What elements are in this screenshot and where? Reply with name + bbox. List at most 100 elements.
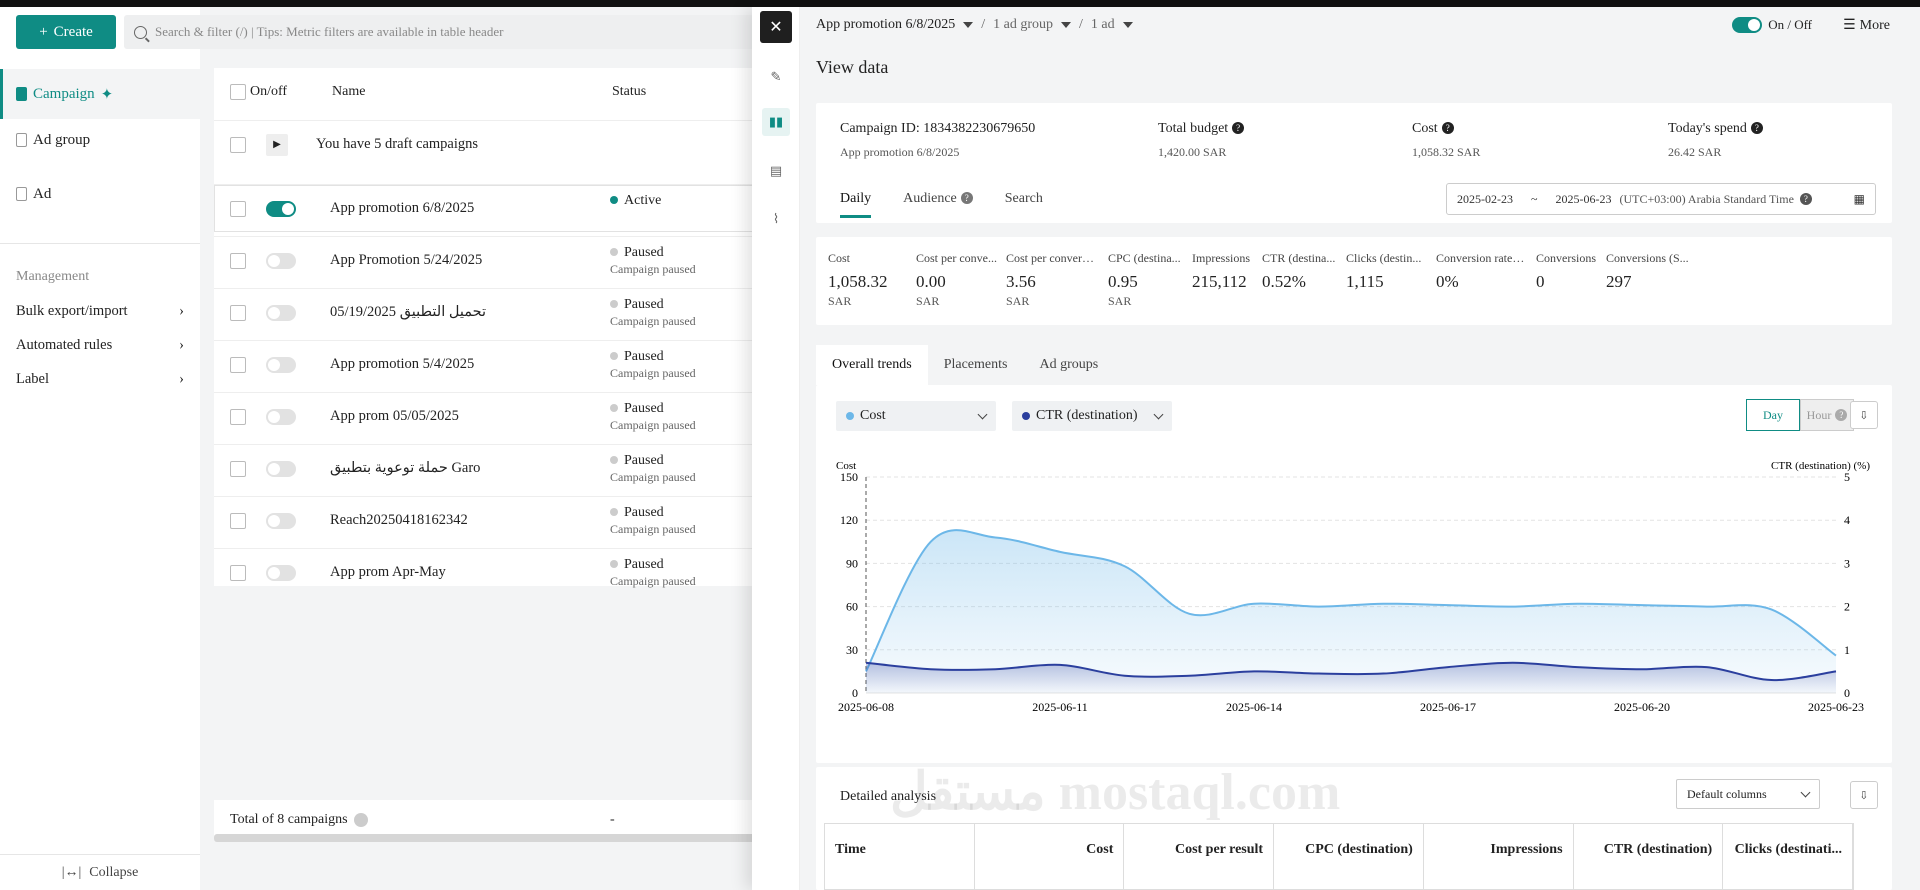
onoff-toggle[interactable]: On / Off	[1732, 17, 1812, 33]
metric-select-ctr[interactable]: CTR (destination)	[1012, 401, 1172, 431]
campaign-name[interactable]: حملة توعوية بتطبيق Garo	[330, 460, 481, 476]
draft-row[interactable]: ▶ You have 5 draft campaigns	[214, 120, 774, 168]
breadcrumb-adgroup[interactable]: 1 ad group	[993, 17, 1054, 32]
tab-ad-groups[interactable]: Ad groups	[1039, 357, 1099, 372]
column-header[interactable]: CPC (destination)	[1274, 824, 1424, 889]
columns-select[interactable]: Default columns	[1676, 779, 1820, 809]
tab-daily[interactable]: Daily	[840, 191, 872, 218]
breadcrumb-ad[interactable]: 1 ad	[1090, 17, 1115, 32]
metric-5[interactable]: CTR (destina... 0.52%	[1262, 251, 1352, 294]
caret-down-icon[interactable]	[1061, 22, 1072, 28]
x-tick-label: 2025-06-23	[1808, 700, 1864, 714]
column-header[interactable]: CTR (destination)	[1574, 824, 1724, 889]
campaign-name[interactable]: App promotion 5/4/2025	[330, 356, 475, 372]
metric-2[interactable]: Cost per conversion (S... 3.56 SAR	[1006, 251, 1096, 309]
column-header[interactable]: Clicks (destinati...	[1723, 824, 1853, 889]
x-tick-label: 2025-06-08	[838, 700, 894, 714]
campaign-name[interactable]: App prom 05/05/2025	[330, 408, 459, 424]
campaign-name[interactable]: App promotion 6/8/2025	[330, 200, 475, 216]
row-toggle[interactable]	[266, 252, 296, 269]
nav-item-campaign[interactable]: Campaign ✦	[0, 69, 200, 119]
row-toggle[interactable]	[266, 304, 296, 321]
row-toggle[interactable]	[266, 356, 296, 373]
export-icon[interactable]: ⇩	[1850, 781, 1878, 809]
campaign-name[interactable]: تحميل التطبيق 05/19/2025	[330, 304, 487, 320]
caret-down-icon[interactable]	[1122, 22, 1133, 28]
mgmt-item-label[interactable]: Label ›	[16, 371, 184, 388]
metric-7[interactable]: Conversion rate (... 0%	[1436, 251, 1526, 294]
chart-icon[interactable]: ▮▮	[762, 108, 790, 136]
table-row[interactable]: تحميل التطبيق 05/19/2025 Paused Campaign p…	[214, 288, 774, 336]
row-checkbox[interactable]	[230, 136, 246, 153]
status-line: Paused	[610, 401, 664, 416]
row-checkbox[interactable]	[230, 408, 246, 425]
table-row[interactable]: App prom 05/05/2025 Paused Campaign paused	[214, 392, 774, 440]
collapse-button[interactable]: |↔| Collapse	[0, 854, 200, 890]
table-row[interactable]: حملة توعوية بتطبيق Garo Paused Campaign pa…	[214, 444, 774, 492]
help-icon: ?	[1799, 193, 1812, 205]
metric-3[interactable]: CPC (destina... 0.95 SAR	[1108, 251, 1198, 309]
table-row[interactable]: App Promotion 5/24/2025 Paused Campaign pa…	[214, 236, 774, 284]
table-row[interactable]: Reach20250418162342 Paused Campaign paused	[214, 496, 774, 544]
header-name[interactable]: Name	[332, 84, 366, 99]
row-toggle[interactable]	[266, 200, 296, 217]
export-icon[interactable]: ⇩	[1850, 401, 1878, 429]
table-row[interactable]: App promotion 6/8/2025 Active	[214, 184, 774, 232]
table-row[interactable]: App promotion 5/4/2025 Paused Campaign pau…	[214, 340, 774, 388]
tab-audience[interactable]: Audience?	[903, 191, 973, 218]
metric-0[interactable]: Cost 1,058.32 SAR	[828, 251, 918, 309]
mgmt-item-bulk-export[interactable]: Bulk export/import ›	[16, 303, 184, 320]
header-status[interactable]: Status	[612, 84, 647, 99]
metric-4[interactable]: Impressions 215,112	[1192, 251, 1282, 294]
expand-icon[interactable]: ▶	[266, 133, 288, 156]
column-header[interactable]: Cost	[975, 824, 1125, 889]
metric-1[interactable]: Cost per conve... 0.00 SAR	[916, 251, 1006, 309]
breadcrumb-campaign[interactable]: App promotion 6/8/2025	[816, 17, 956, 32]
nav-item-ad[interactable]: Ad	[0, 169, 200, 219]
nav-item-ad-group[interactable]: Ad group	[0, 115, 200, 165]
campaign-name[interactable]: App Promotion 5/24/2025	[330, 252, 483, 268]
activity-icon[interactable]: ⌇	[772, 211, 780, 226]
row-checkbox[interactable]	[230, 460, 246, 477]
metric-8[interactable]: Conversions 0	[1536, 251, 1626, 294]
metric-select-cost[interactable]: Cost	[836, 401, 996, 431]
column-header[interactable]: Time	[825, 824, 975, 889]
horizontal-scrollbar[interactable]	[214, 834, 774, 842]
toggle-switch[interactable]	[1732, 17, 1763, 33]
row-checkbox[interactable]	[230, 512, 246, 529]
table-row[interactable]: App prom Apr-May Paused Campaign paused	[214, 548, 774, 596]
row-toggle[interactable]	[266, 460, 296, 477]
row-toggle[interactable]	[266, 408, 296, 425]
more-label: More	[1859, 17, 1890, 33]
row-toggle[interactable]	[266, 512, 296, 529]
create-button[interactable]: + Create	[16, 15, 116, 49]
tab-search[interactable]: Search	[1004, 191, 1043, 206]
tab-placements[interactable]: Placements	[943, 357, 1008, 372]
row-checkbox[interactable]	[230, 252, 246, 269]
row-checkbox[interactable]	[230, 200, 246, 217]
edit-icon[interactable]: ✎	[770, 69, 782, 84]
select-all-checkbox[interactable]	[230, 84, 246, 100]
metric-6[interactable]: Clicks (destin... 1,115	[1346, 251, 1436, 294]
row-checkbox[interactable]	[230, 564, 246, 581]
campaign-name[interactable]: Reach20250418162342	[330, 512, 468, 528]
row-toggle[interactable]	[266, 564, 296, 581]
column-header[interactable]: Impressions	[1424, 824, 1574, 889]
hour-button[interactable]: Hour?	[1800, 399, 1854, 431]
chevron-right-icon: ›	[179, 337, 184, 353]
day-button[interactable]: Day	[1746, 399, 1800, 431]
y-tick-label: 0	[852, 686, 858, 700]
close-icon[interactable]: ✕	[760, 11, 792, 43]
mgmt-item-automated-rules[interactable]: Automated rules ›	[16, 337, 184, 354]
tab-overall-trends[interactable]: Overall trends	[816, 345, 928, 385]
caret-down-icon[interactable]	[963, 22, 974, 28]
more-button[interactable]: ☰ More	[1843, 17, 1890, 34]
date-range-picker[interactable]: 2025-02-23 ~ 2025-06-23 (UTC+03:00) Arab…	[1446, 183, 1876, 215]
row-checkbox[interactable]	[230, 304, 246, 321]
campaign-name[interactable]: App prom Apr-May	[330, 564, 446, 580]
row-checkbox[interactable]	[230, 356, 246, 373]
search-filter-input[interactable]: Search & filter (/) | Tips: Metric filte…	[124, 15, 764, 49]
metric-9[interactable]: Conversions (S... 297	[1606, 251, 1696, 294]
column-header[interactable]: Cost per result	[1124, 824, 1275, 889]
document-icon[interactable]: ▤	[769, 163, 783, 178]
